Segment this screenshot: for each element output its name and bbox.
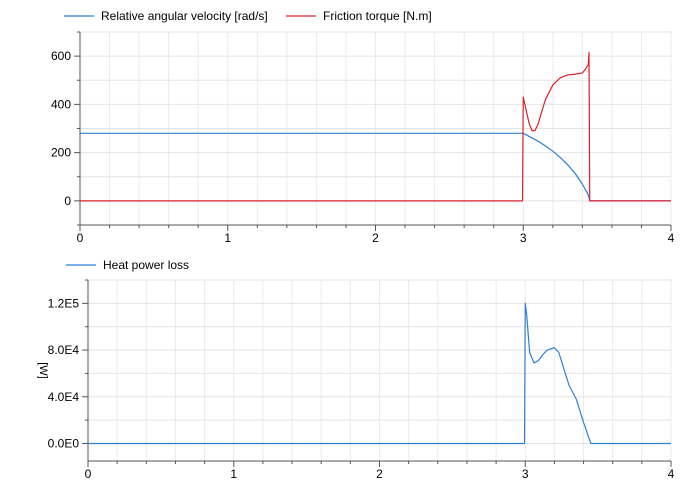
x-tick-label: 1 [224,231,231,245]
legend-label: Friction torque [N.m] [323,9,432,23]
chart-panel-2: 0 1 2 3 4 0.0E0 4.0E4 8.0E4 1.2E5 [W] Heat power l… [37,258,675,481]
x-tick-label: 0 [77,231,84,245]
x-tick-label: 1 [230,467,237,481]
x-tick-label: 4 [668,231,675,245]
x-tick-label: 3 [522,467,529,481]
legend-label: Heat power loss [103,258,189,272]
series-line-1 [88,302,671,445]
y-tick-label: 400 [51,97,71,111]
x-tick-label: 3 [520,231,527,245]
legend-label: Relative angular velocity [rad/s] [101,9,268,23]
x-tick-label: 2 [372,231,379,245]
y-tick-label: 600 [51,49,71,63]
x-tick-label: 4 [668,467,675,481]
y-tick-label: 8.0E4 [48,343,80,357]
y-axis-label: [W] [37,362,49,379]
chart-panel-1: 0 1 2 3 4 0 200 400 600 Relative angular velocity… [51,9,675,245]
y-tick-label: 200 [51,146,71,160]
y-tick-label: 0.0E0 [48,436,80,450]
series-line-2 [80,51,671,202]
x-tick-label: 2 [376,467,383,481]
series-line-1 [80,132,671,202]
y-tick-label: 0 [64,194,71,208]
y-tick-label: 1.2E5 [48,296,80,310]
x-tick-label: 0 [85,467,92,481]
y-tick-label: 4.0E4 [48,390,80,404]
